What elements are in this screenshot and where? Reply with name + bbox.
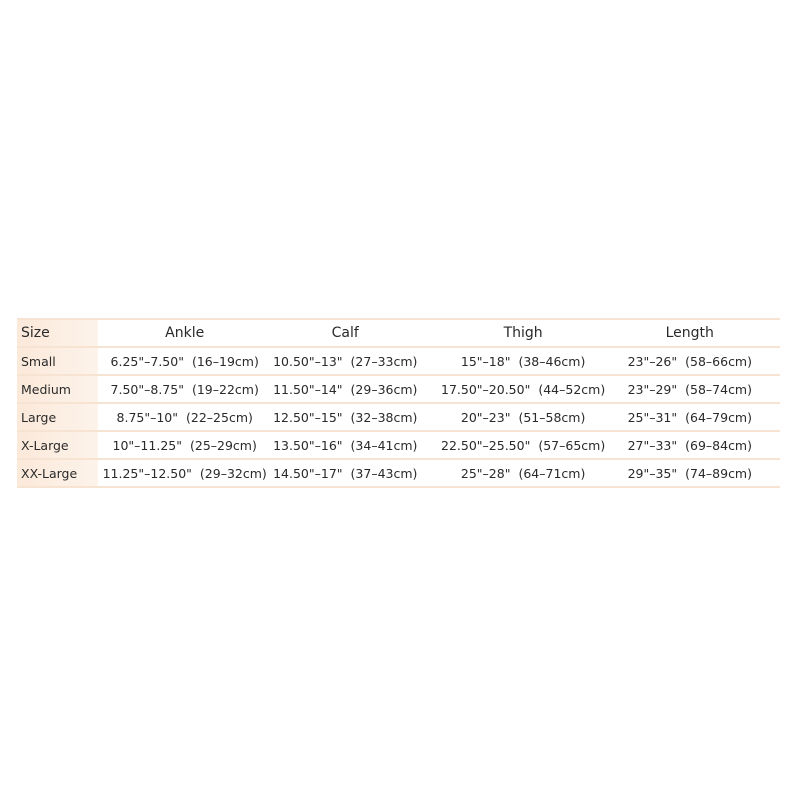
ankle-cm: (29–32cm) (199, 465, 267, 481)
ankle-inches: 10"–11.25" (112, 437, 182, 453)
calf-cm: (34–41cm) (350, 437, 418, 453)
size-chart-table: Size Ankle Calf Thigh Length Small 6.25"–… (17, 318, 780, 488)
calf-cm: (29–36cm) (350, 381, 418, 397)
calf-cm: (32–38cm) (350, 409, 418, 425)
length-cm: (58–74cm) (685, 381, 752, 397)
table-row: Medium 7.50"–8.75" (19–22cm) 11.50"–14" (29–… (17, 375, 780, 404)
thigh-cm: (38–46cm) (518, 353, 586, 369)
length-inches: 29"–35" (627, 465, 678, 481)
calf-inches: 14.50"–17" (273, 465, 343, 481)
ankle-cm: (25–29cm) (189, 437, 257, 453)
table-row: Small 6.25"–7.50" (16–19cm) 10.50"–13" (27–3… (17, 347, 780, 376)
thigh-cell: 25"–28" (64–71cm) (418, 459, 628, 488)
size-cell: Large (17, 403, 98, 432)
table-row: XX-Large 11.25"–12.50" (29–32cm) 14.50"–17"… (17, 459, 780, 488)
calf-cell: 11.50"–14" (29–36cm) (271, 375, 419, 404)
calf-inches: 10.50"–13" (273, 353, 343, 369)
length-cm: (58–66cm) (685, 353, 752, 369)
ankle-cell: 10"–11.25" (25–29cm) (97, 431, 272, 460)
thigh-inches: 15"–18" (460, 353, 511, 369)
ankle-cm: (22–25cm) (186, 409, 253, 425)
ankle-cm: (19–22cm) (191, 381, 259, 397)
calf-cell: 13.50"–16" (34–41cm) (271, 431, 419, 460)
thigh-cell: 20"–23" (51–58cm) (418, 403, 628, 432)
calf-cell: 10.50"–13" (27–33cm) (271, 347, 419, 376)
ankle-cell: 8.75"–10" (22–25cm) (97, 403, 272, 432)
length-inches: 23"–29" (627, 381, 678, 397)
length-inches: 23"–26" (627, 353, 678, 369)
length-inches: 27"–33" (627, 437, 678, 453)
header-length: Length (627, 318, 780, 348)
thigh-cell: 17.50"–20.50" (44–52cm) (418, 375, 628, 404)
length-cm: (64–79cm) (685, 409, 752, 425)
calf-cell: 14.50"–17" (37–43cm) (271, 459, 419, 488)
length-cell: 23"–29" (58–74cm) (627, 375, 780, 404)
size-cell: X-Large (17, 431, 98, 460)
thigh-inches: 17.50"–20.50" (441, 381, 531, 397)
thigh-cell: 15"–18" (38–46cm) (418, 347, 628, 376)
length-cm: (69–84cm) (685, 437, 752, 453)
ankle-inches: 6.25"–7.50" (110, 353, 184, 369)
calf-inches: 12.50"–15" (273, 409, 343, 425)
size-cell: Small (17, 347, 98, 376)
length-cell: 29"–35" (74–89cm) (627, 459, 780, 488)
thigh-cm: (57–65cm) (538, 437, 606, 453)
ankle-cell: 7.50"–8.75" (19–22cm) (97, 375, 272, 404)
thigh-inches: 25"–28" (460, 465, 511, 481)
length-inches: 25"–31" (627, 409, 678, 425)
thigh-cm: (51–58cm) (518, 409, 586, 425)
table-row: Large 8.75"–10" (22–25cm) 12.50"–15" (32–38c… (17, 403, 780, 432)
table-row: X-Large 10"–11.25" (25–29cm) 13.50"–16" (34–… (17, 431, 780, 460)
ankle-inches: 7.50"–8.75" (110, 381, 184, 397)
calf-inches: 13.50"–16" (273, 437, 343, 453)
calf-cm: (27–33cm) (350, 353, 418, 369)
calf-cm: (37–43cm) (350, 465, 418, 481)
header-calf: Calf (271, 318, 419, 348)
size-cell: Medium (17, 375, 98, 404)
ankle-inches: 11.25"–12.50" (102, 465, 192, 481)
ankle-cell: 6.25"–7.50" (16–19cm) (97, 347, 272, 376)
ankle-cell: 11.25"–12.50" (29–32cm) (97, 459, 272, 488)
ankle-cm: (16–19cm) (191, 353, 259, 369)
calf-inches: 11.50"–14" (273, 381, 343, 397)
thigh-cm: (44–52cm) (538, 381, 606, 397)
header-thigh: Thigh (418, 318, 628, 348)
thigh-cm: (64–71cm) (518, 465, 586, 481)
ankle-inches: 8.75"–10" (116, 409, 179, 425)
thigh-inches: 22.50"–25.50" (441, 437, 531, 453)
header-row: Size Ankle Calf Thigh Length (17, 318, 780, 348)
calf-cell: 12.50"–15" (32–38cm) (271, 403, 419, 432)
length-cell: 23"–26" (58–66cm) (627, 347, 780, 376)
length-cell: 25"–31" (64–79cm) (627, 403, 780, 432)
length-cell: 27"–33" (69–84cm) (627, 431, 780, 460)
header-size: Size (17, 318, 98, 348)
header-ankle: Ankle (97, 318, 272, 348)
size-cell: XX-Large (17, 459, 98, 488)
thigh-inches: 20"–23" (460, 409, 511, 425)
length-cm: (74–89cm) (685, 465, 752, 481)
thigh-cell: 22.50"–25.50" (57–65cm) (418, 431, 628, 460)
